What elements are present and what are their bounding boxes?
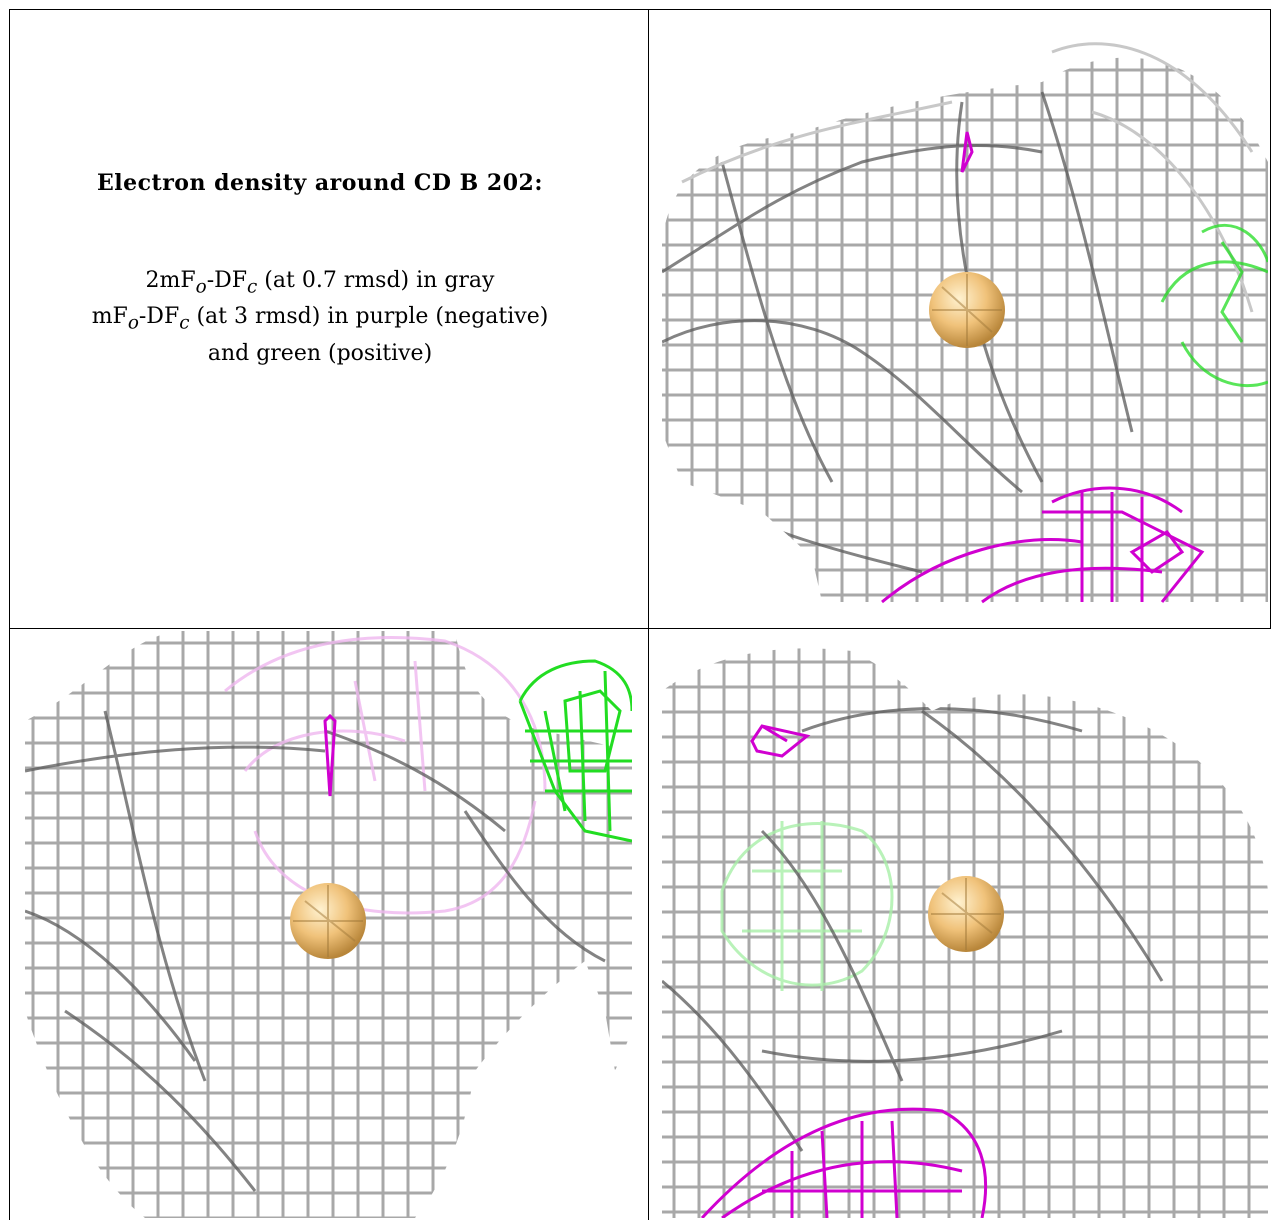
caption-cell: Electron density around CD B 202: 2mFo-D… <box>20 170 620 369</box>
caption-line-2mfo: 2mFo-DFc (at 0.7 rmsd) in gray <box>145 268 495 298</box>
density-panel-top-right <box>662 12 1268 606</box>
mesh-view-top-right <box>662 42 1268 604</box>
density-panel-bottom-left <box>25 631 632 1218</box>
table-center-divider <box>648 9 649 1220</box>
table-right-border <box>1270 9 1271 629</box>
table-top-border <box>9 9 1271 10</box>
caption-line-mfo: mFo-DFc (at 3 rmsd) in purple (negative) <box>91 304 549 334</box>
caption-title: Electron density around CD B 202: <box>97 170 543 196</box>
caption-line-colors: and green (positive) <box>207 340 433 366</box>
density-panel-bottom-right <box>662 631 1268 1218</box>
mesh-view-bottom-left <box>25 631 632 1218</box>
mesh-view-bottom-right <box>662 648 1268 1218</box>
table-left-border <box>9 9 10 1220</box>
table-middle-divider <box>9 628 1271 629</box>
